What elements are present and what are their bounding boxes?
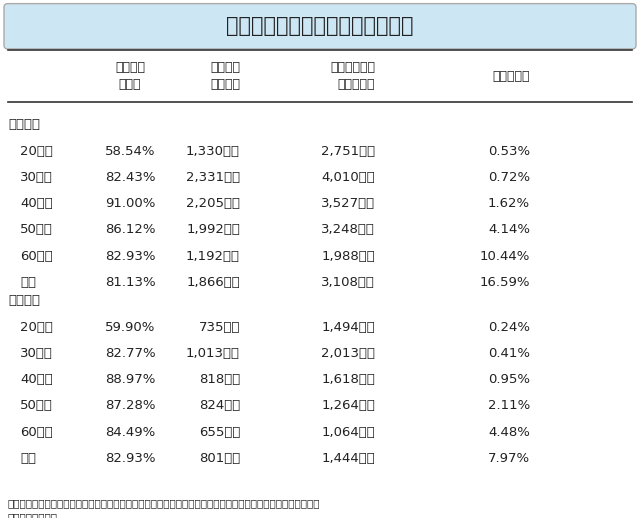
Text: 1,444万円: 1,444万円 [321,452,375,465]
Text: 30歳代: 30歳代 [20,347,53,360]
Text: 3,248万円: 3,248万円 [321,223,375,236]
Text: 84.49%: 84.49% [105,426,155,439]
Text: 1,866万円: 1,866万円 [186,276,240,289]
Text: 88.97%: 88.97% [105,373,155,386]
Text: 655万円: 655万円 [198,426,240,439]
Text: 生命保険
加入率: 生命保険 加入率 [115,61,145,91]
Text: 生命保険に見る人々のリスク対応: 生命保険に見る人々のリスク対応 [227,16,413,36]
Text: 2.11%: 2.11% [488,399,530,412]
Text: 91.00%: 91.00% [105,197,155,210]
Text: 3,527万円: 3,527万円 [321,197,375,210]
Text: 50歳代: 50歳代 [20,399,53,412]
Text: 735万円: 735万円 [198,321,240,334]
Text: （出所）生命保険文化センター「（令和元年度）生活保障に関する調査」、厚生労働省「第２２回生命表」より
　　　　筆者作成: （出所）生命保険文化センター「（令和元年度）生活保障に関する調査」、厚生労働省「… [8,498,321,518]
Text: 16.59%: 16.59% [479,276,530,289]
Text: 全体: 全体 [20,452,36,465]
Text: 1,618万円: 1,618万円 [321,373,375,386]
Text: 4.48%: 4.48% [488,426,530,439]
Text: 2,331万円: 2,331万円 [186,171,240,184]
Text: 1,064万円: 1,064万円 [321,426,375,439]
Text: 7.97%: 7.97% [488,452,530,465]
Text: 1,264万円: 1,264万円 [321,399,375,412]
Text: 60歳代: 60歳代 [20,426,52,439]
Text: 0.72%: 0.72% [488,171,530,184]
Text: 1,013万円: 1,013万円 [186,347,240,360]
Text: 59.90%: 59.90% [105,321,155,334]
Text: 死亡保険金の
必要希望額: 死亡保険金の 必要希望額 [330,61,375,91]
Text: 2,205万円: 2,205万円 [186,197,240,210]
Text: 2,013万円: 2,013万円 [321,347,375,360]
Text: 1,494万円: 1,494万円 [321,321,375,334]
Text: 818万円: 818万円 [199,373,240,386]
Text: 87.28%: 87.28% [105,399,156,412]
Text: 20歳代: 20歳代 [20,145,53,157]
Text: 0.53%: 0.53% [488,145,530,157]
Text: 824万円: 824万円 [199,399,240,412]
Text: 1,988万円: 1,988万円 [321,250,375,263]
Text: 82.93%: 82.93% [105,250,156,263]
Text: 50歳代: 50歳代 [20,223,53,236]
Text: 1,992万円: 1,992万円 [186,223,240,236]
Text: 0.95%: 0.95% [488,373,530,386]
Text: 82.77%: 82.77% [105,347,156,360]
Text: 81.13%: 81.13% [105,276,156,289]
Text: 0.41%: 0.41% [488,347,530,360]
Text: 4.14%: 4.14% [488,223,530,236]
FancyBboxPatch shape [4,4,636,49]
Text: 60歳代: 60歳代 [20,250,52,263]
Text: 801万円: 801万円 [199,452,240,465]
Text: 3,108万円: 3,108万円 [321,276,375,289]
Text: 86.12%: 86.12% [105,223,156,236]
Text: 1,192万円: 1,192万円 [186,250,240,263]
Text: 40歳代: 40歳代 [20,197,52,210]
Text: （女性）: （女性） [8,294,40,307]
Text: 40歳代: 40歳代 [20,373,52,386]
Text: （男性）: （男性） [8,118,40,131]
Text: 20歳代: 20歳代 [20,321,53,334]
Text: 2,751万円: 2,751万円 [321,145,375,157]
Text: 0.24%: 0.24% [488,321,530,334]
Text: 生命保険
加入金額: 生命保険 加入金額 [210,61,240,91]
Text: 1.62%: 1.62% [488,197,530,210]
Text: 58.54%: 58.54% [105,145,156,157]
Text: 82.93%: 82.93% [105,452,156,465]
Text: 4,010万円: 4,010万円 [321,171,375,184]
Text: 82.43%: 82.43% [105,171,156,184]
Text: 1,330万円: 1,330万円 [186,145,240,157]
Text: 10.44%: 10.44% [479,250,530,263]
Text: 30歳代: 30歳代 [20,171,53,184]
Text: 推計死亡率: 推計死亡率 [493,69,530,83]
Text: 全体: 全体 [20,276,36,289]
